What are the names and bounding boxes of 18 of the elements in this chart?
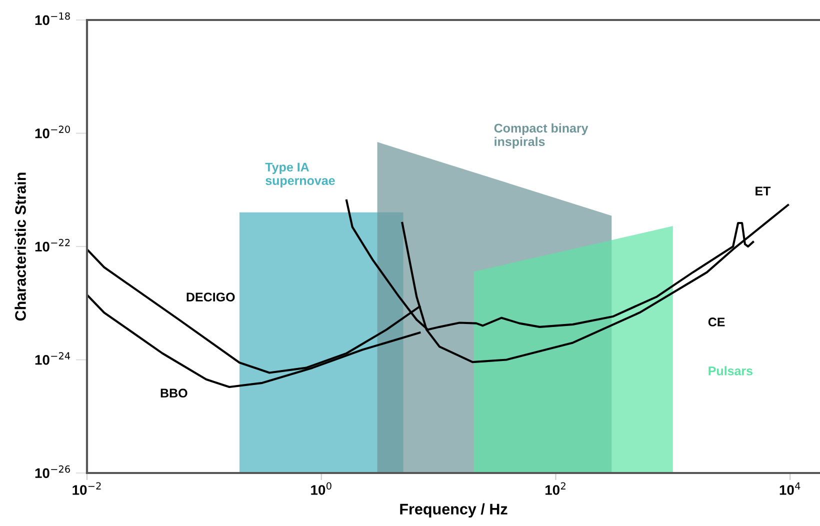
y-tick-label: 10$^{−22}$ xyxy=(35,238,70,252)
series-label: Type IA supernovae xyxy=(265,162,335,188)
text: Pulsars xyxy=(708,366,753,376)
text: Compact binary inspirals xyxy=(494,123,588,149)
y-tick-label: 10$^{−20}$ xyxy=(35,126,70,138)
y-axis-title: Characteristic Strain xyxy=(14,172,26,321)
x-tick-label: 10$^{2}$ xyxy=(545,482,566,495)
y-tick-label: 10$^{−24}$ xyxy=(35,352,70,365)
x-tick-label: 10$^{−2}$ xyxy=(72,482,101,495)
annotation: ET xyxy=(756,186,771,196)
y-tick-label: 10$^{−18}$ xyxy=(35,12,70,26)
x-tick-label: 10$^{0}$ xyxy=(311,482,332,495)
x-tick-label: 10$^{4}$ xyxy=(780,482,800,495)
annotation: BBO xyxy=(160,388,188,398)
annotation: DECIGO xyxy=(186,292,235,302)
x-axis-title: Frequency / Hz xyxy=(400,503,508,518)
y-tick-label: 10$^{−26}$ xyxy=(35,465,70,478)
annotation: CE xyxy=(708,318,725,326)
